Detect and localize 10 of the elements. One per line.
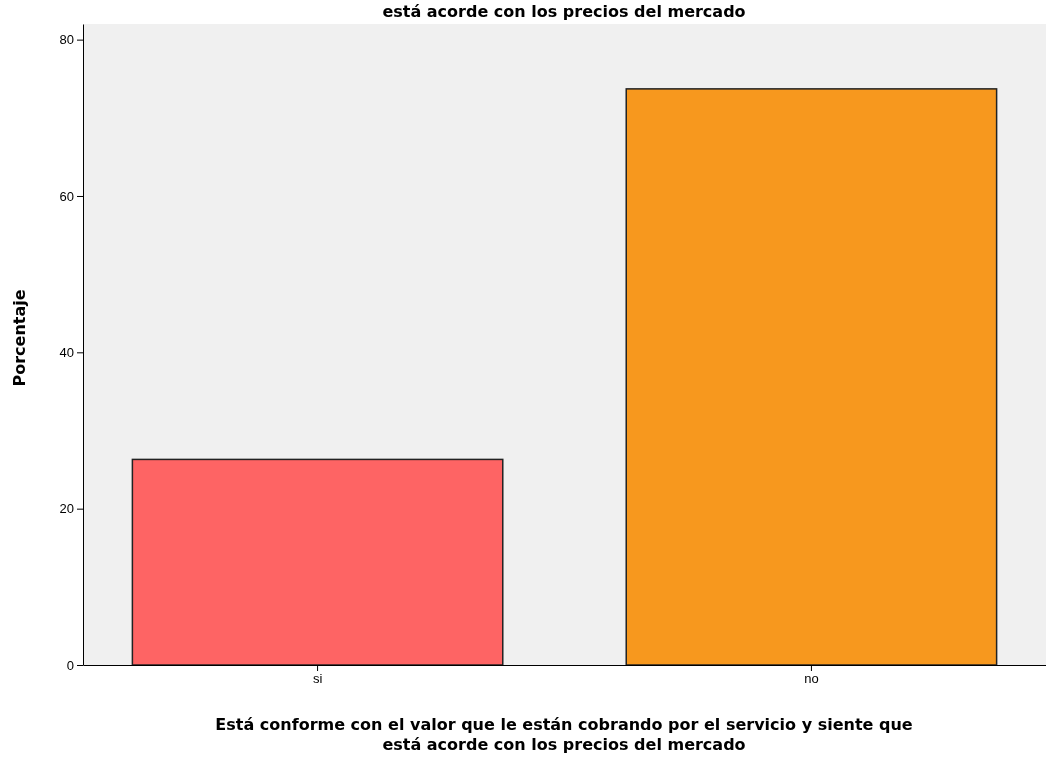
y-tick-label: 0 (66, 657, 74, 673)
y-tick-label: 20 (59, 501, 74, 517)
x-tick-label: no (804, 671, 819, 687)
y-tick-label: 80 (59, 32, 74, 48)
x-axis-title: Está conforme con el valor que le están cobrando por el servicio y siente que está acorde con los precios del mercado (215, 715, 913, 754)
y-axis-title: Porcentaje (10, 289, 29, 387)
y-tick-label: 40 (59, 344, 74, 360)
chart-title: está acorde con los precios del mercado (382, 2, 746, 21)
y-tick-label: 60 (59, 188, 74, 204)
x-tick-label: si (312, 671, 323, 687)
